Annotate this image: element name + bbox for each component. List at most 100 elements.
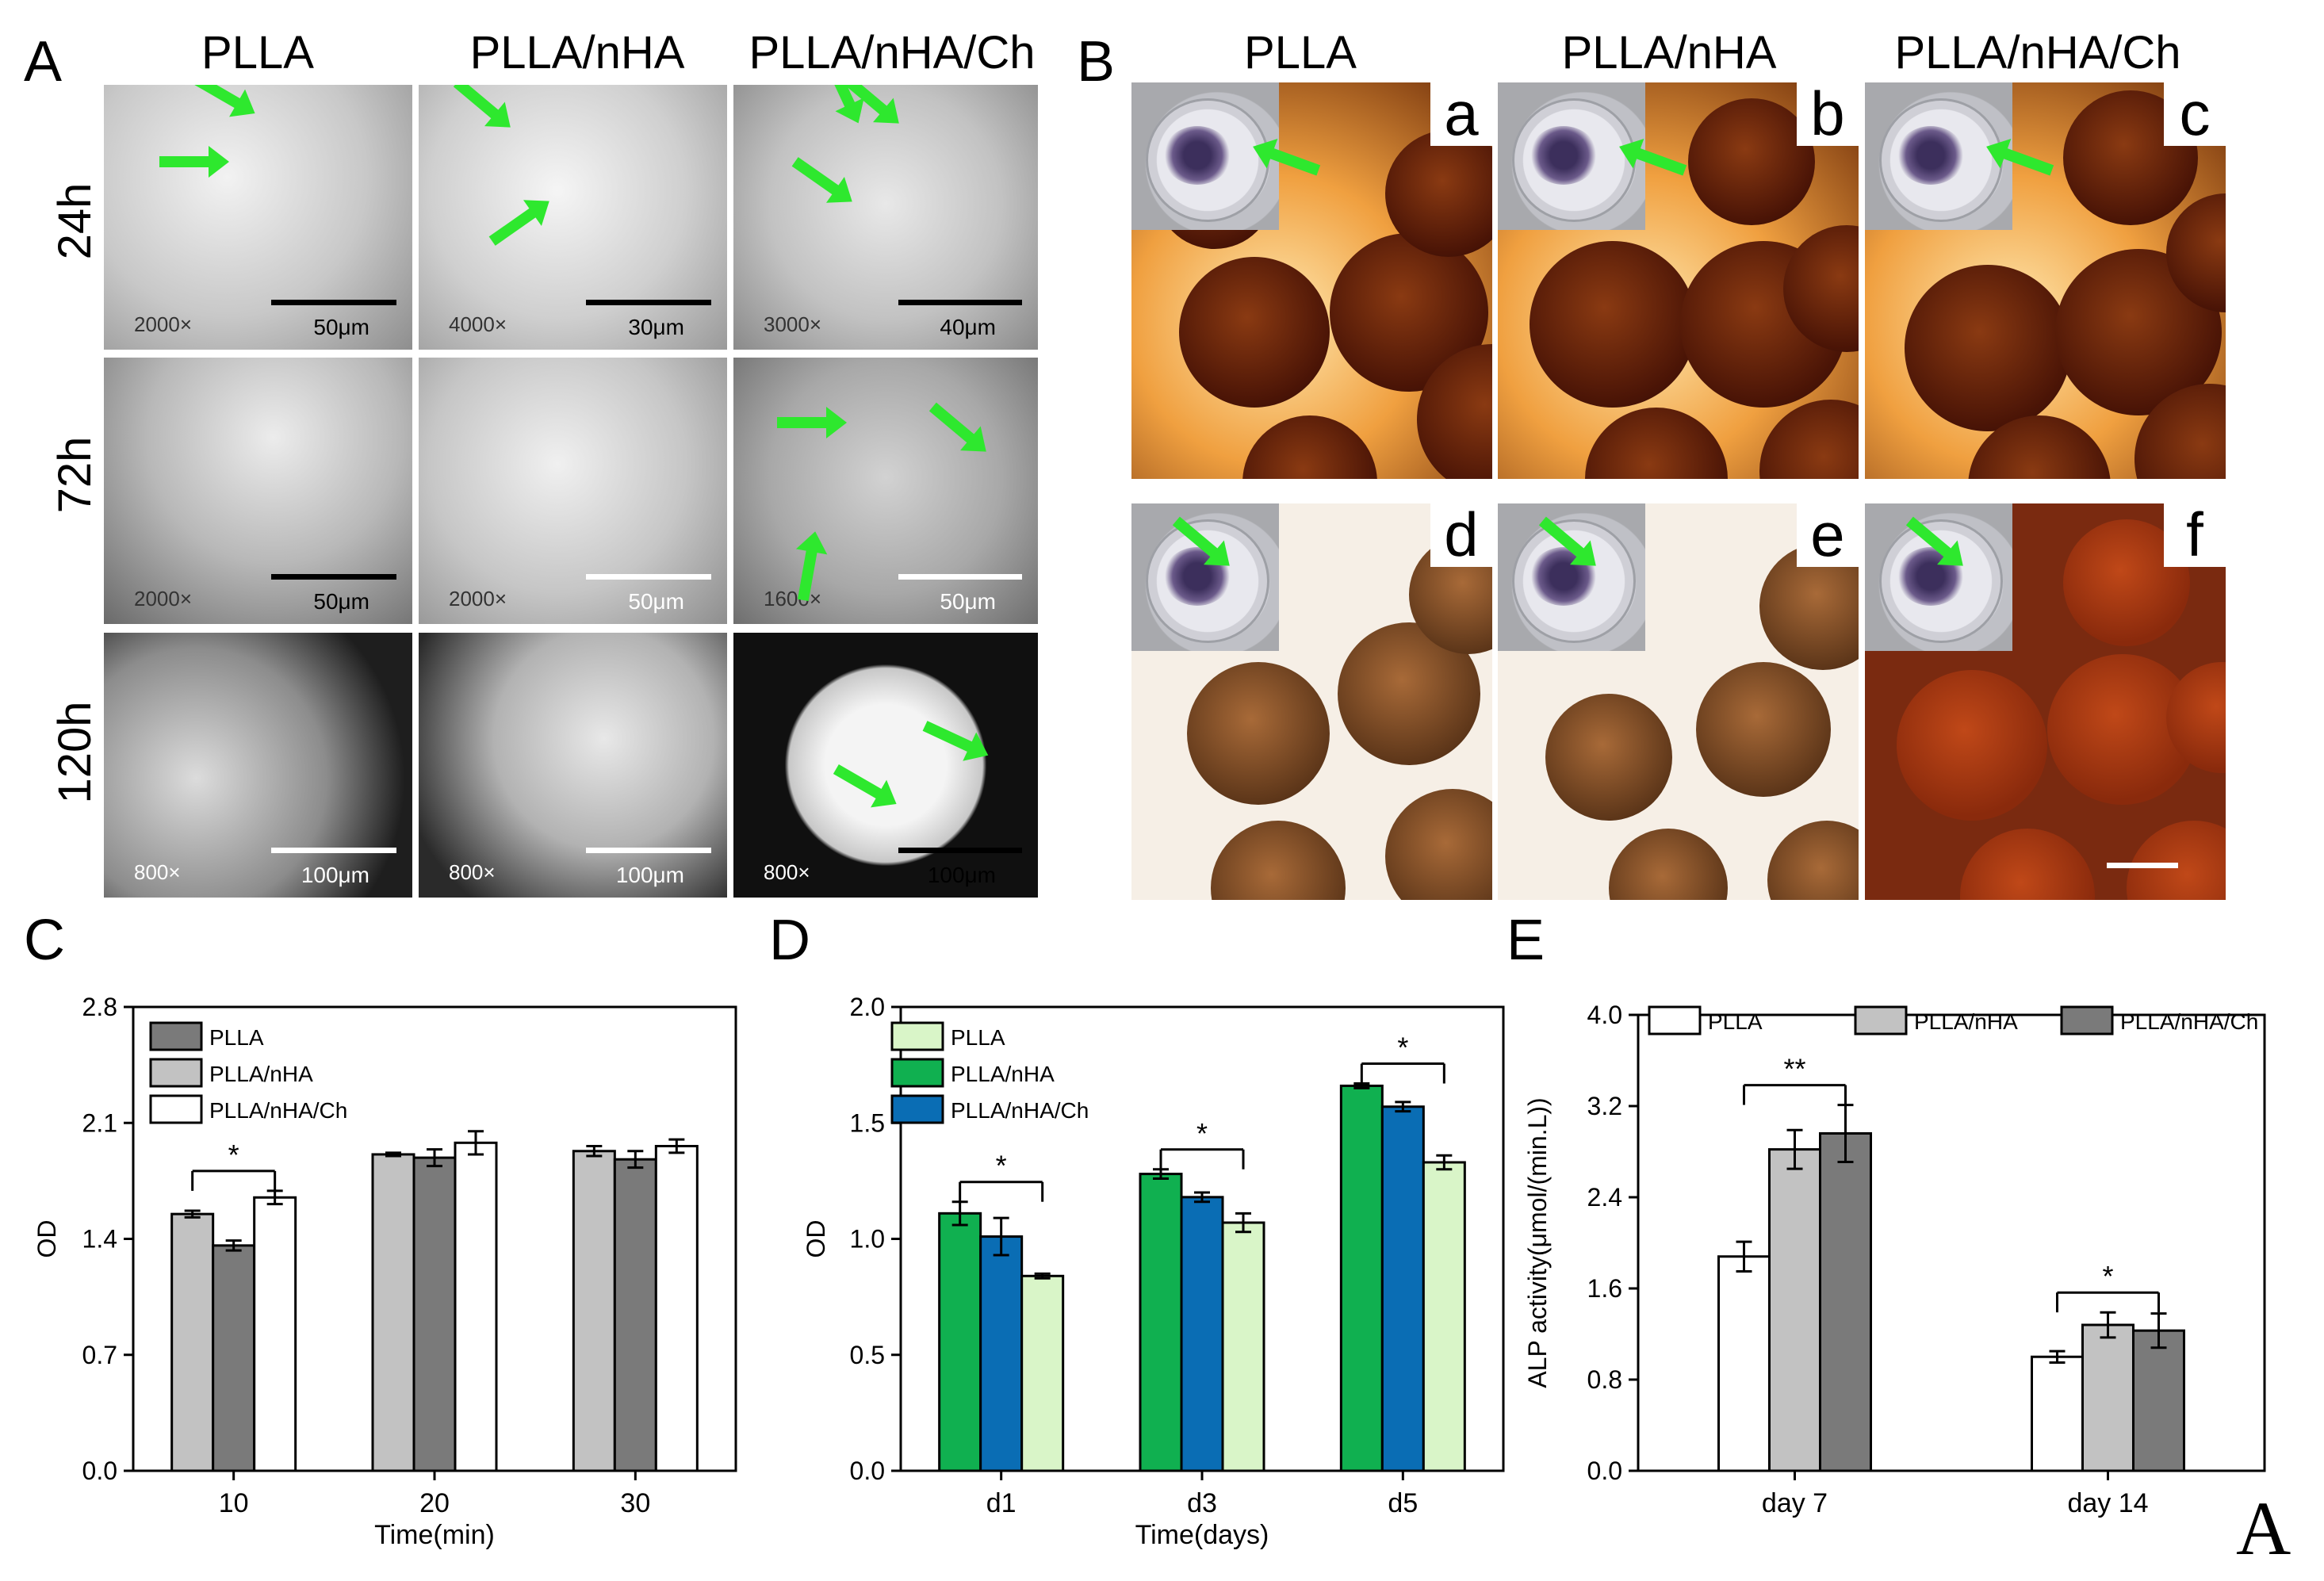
- microscopy-image: e: [1498, 503, 1859, 900]
- bar-plla-nha: [1339, 1084, 1384, 1472]
- sub-panel-letter: e: [1797, 503, 1859, 567]
- microsphere: [2127, 821, 2226, 900]
- y-axis-label: OD: [802, 1220, 830, 1258]
- magnification-label: 1600×: [764, 587, 822, 611]
- microscopy-image: b: [1498, 82, 1859, 479]
- scale-bar-label: 50μm: [313, 589, 369, 614]
- corner-mark: A: [2236, 1486, 2291, 1571]
- scale-bar: [586, 300, 711, 305]
- scale-bar: [586, 574, 711, 580]
- microsphere: [1385, 130, 1492, 257]
- y-tick-label: 0.8: [1587, 1365, 1622, 1394]
- significance-label: **: [1783, 1053, 1805, 1085]
- scale-bar-label: 100μm: [301, 863, 369, 887]
- sub-panel-letter: d: [1430, 503, 1492, 567]
- panel-a-letter: A: [24, 30, 63, 94]
- significance-label: *: [996, 1150, 1007, 1182]
- microsphere: [1897, 670, 2047, 821]
- bar-plla-nha: [938, 1212, 982, 1472]
- scale-bar: [898, 300, 1022, 305]
- y-tick-label: 0.7: [82, 1341, 117, 1369]
- scale-bar-label: 40μm: [940, 315, 996, 339]
- panel-b-letter: B: [1077, 30, 1116, 94]
- bar-plla: [1717, 1255, 1771, 1472]
- chart-c: 0.0 0.7 1.4 2.1 2.8 10 20 30 * Time(min) OD PLLA PLL…: [33, 993, 737, 1550]
- y-tick-label: 4.0: [1587, 1001, 1622, 1029]
- bar-plla: [1422, 1161, 1466, 1472]
- legend-label: PLLA/nHA: [1914, 1009, 2018, 1034]
- bar-plla-nha: [371, 1153, 415, 1472]
- culture-well-inset: [1498, 503, 1645, 651]
- x-tick-label: 30: [620, 1488, 650, 1518]
- sem-image: 2000× 50μm: [101, 82, 415, 352]
- microsphere: [1385, 789, 1492, 900]
- green-arrow-icon: [191, 85, 246, 112]
- green-arrow-icon: [777, 407, 847, 438]
- culture-well-inset: [1131, 82, 1321, 230]
- bar-plla-nha: [1768, 1148, 1821, 1472]
- panel-a-row-72h: 72h: [49, 436, 101, 514]
- bar-plla-nha-ch: [654, 1145, 699, 1472]
- bar-plla-nha: [572, 1150, 616, 1472]
- panel-a-row-24h: 24h: [49, 182, 101, 260]
- magnification-label: 800×: [134, 860, 181, 884]
- bar-plla-nha-ch: [1819, 1132, 1872, 1472]
- y-tick-label: 1.6: [1587, 1274, 1622, 1303]
- microsphere: [1696, 662, 1831, 797]
- sub-panel-letter: b: [1797, 82, 1859, 146]
- legend-label: PLLA: [209, 1025, 264, 1050]
- y-tick-label: 2.0: [850, 993, 885, 1021]
- legend-swatch: [1648, 1005, 1702, 1035]
- culture-well-inset: [1498, 82, 1687, 230]
- microscopy-image: c: [1865, 82, 2226, 479]
- panel-d-letter: D: [769, 909, 810, 972]
- significance-label: *: [1397, 1032, 1408, 1064]
- microsphere: [1585, 408, 1728, 479]
- panel-a-col-plla-nha-ch: PLLA/nHA/Ch: [749, 27, 1036, 78]
- microsphere: [1609, 829, 1728, 900]
- scale-bar: [271, 300, 396, 305]
- y-tick-label: 1.0: [850, 1225, 885, 1254]
- y-tick-label: 3.2: [1587, 1092, 1622, 1120]
- microsphere: [1179, 257, 1330, 408]
- legend-swatch: [1854, 1005, 1908, 1035]
- microsphere: [1187, 662, 1330, 805]
- legend-label: PLLA: [951, 1025, 1005, 1050]
- microscopy-image: f: [1865, 503, 2226, 900]
- culture-well-inset: [1865, 503, 2012, 651]
- legend-swatch: [890, 1021, 944, 1051]
- legend-swatch: [149, 1058, 203, 1088]
- microsphere: [1905, 265, 2071, 431]
- bar-plla-nha: [170, 1212, 215, 1472]
- sem-image: 800× 100μm: [101, 630, 415, 900]
- significance-label: *: [228, 1139, 239, 1171]
- scale-bar-label: 50μm: [940, 589, 996, 614]
- sem-image: 2000× 50μm: [416, 355, 729, 626]
- sem-image: 2000× 50μm: [101, 355, 415, 626]
- microsphere: [1688, 98, 1815, 225]
- legend-label: PLLA/nHA: [951, 1062, 1055, 1086]
- sem-image: 800× 100μm: [731, 630, 1040, 900]
- culture-well-inset: [1865, 82, 2054, 230]
- y-tick-label: 0.0: [850, 1457, 885, 1485]
- bar-plla-nha-ch: [979, 1235, 1024, 1472]
- green-arrow-icon: [928, 402, 979, 447]
- scale-bar-label: 100μm: [615, 863, 684, 887]
- y-tick-label: 0.0: [1587, 1457, 1622, 1485]
- y-tick-label: 1.4: [82, 1225, 117, 1254]
- panel-a-col-plla: PLLA: [201, 27, 314, 78]
- scale-bar: [271, 848, 396, 853]
- y-tick-label: 2.4: [1587, 1183, 1622, 1212]
- sem-image: 1600× 50μm: [731, 355, 1040, 626]
- magnification-label: 4000×: [449, 312, 507, 336]
- y-tick-label: 2.1: [82, 1108, 117, 1137]
- magnification-label: 800×: [449, 860, 496, 884]
- panel-a-col-plla-nha: PLLA/nHA: [469, 27, 685, 78]
- legend-swatch: [890, 1094, 944, 1124]
- bar-plla-nha-ch: [1380, 1105, 1425, 1472]
- sem-image: 3000× 40μm: [731, 82, 1040, 352]
- bar-plla: [212, 1244, 256, 1472]
- legend-swatch: [2060, 1005, 2114, 1035]
- scale-bar: [271, 574, 396, 580]
- microsphere: [1767, 821, 1859, 900]
